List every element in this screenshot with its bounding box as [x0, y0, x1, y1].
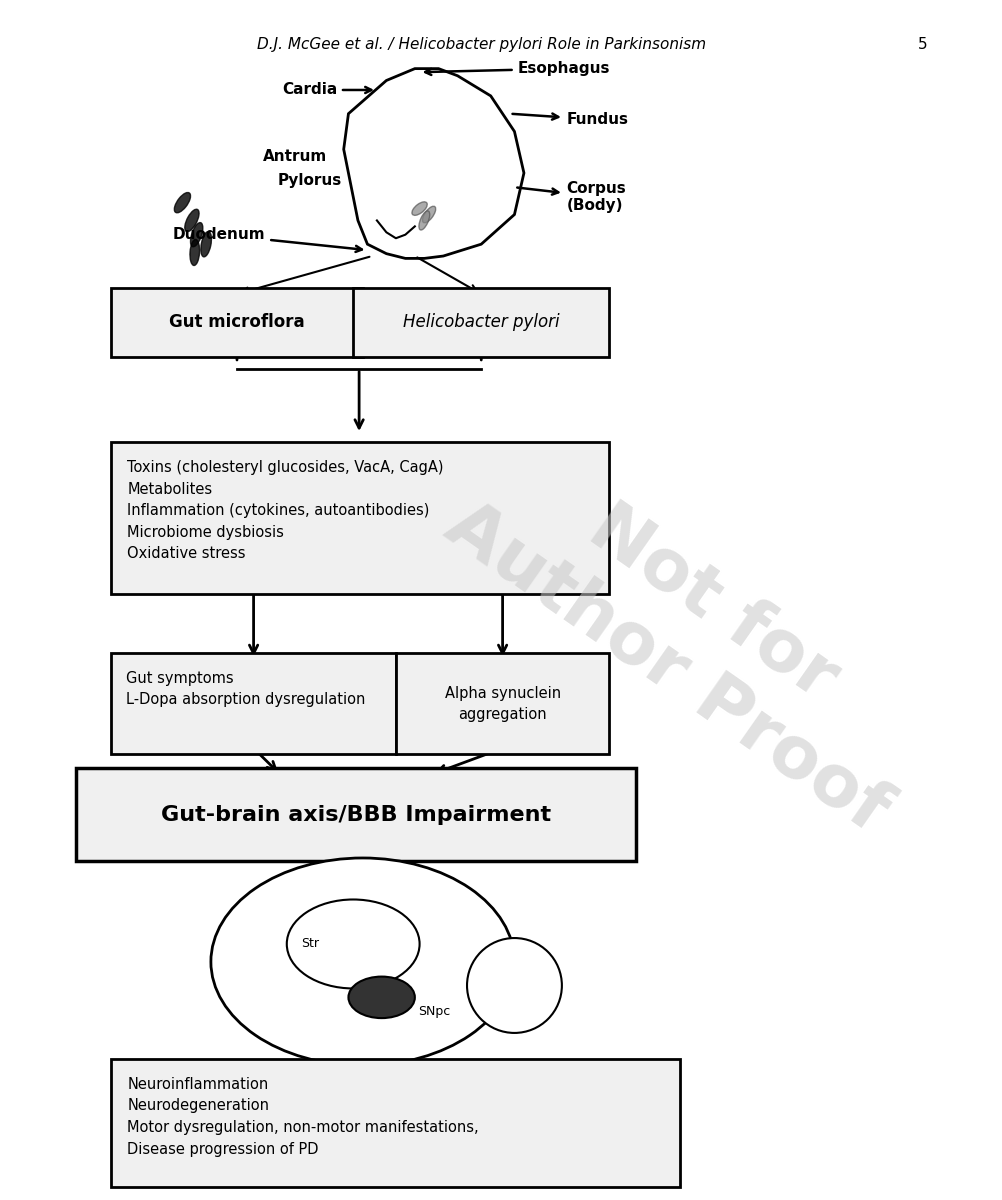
Text: Cardia: Cardia: [282, 83, 372, 97]
Text: Toxins (cholesteryl glucosides, VacA, CagA)
Metabolites
Inflammation (cytokines,: Toxins (cholesteryl glucosides, VacA, Ca…: [127, 460, 444, 562]
FancyBboxPatch shape: [111, 653, 396, 754]
FancyBboxPatch shape: [111, 1060, 680, 1187]
Text: 5: 5: [918, 36, 927, 52]
Text: Duodenum: Duodenum: [173, 227, 362, 252]
FancyBboxPatch shape: [76, 768, 636, 860]
FancyBboxPatch shape: [111, 288, 363, 356]
Text: Helicobacter pylori: Helicobacter pylori: [403, 313, 559, 331]
Text: Antrum: Antrum: [264, 149, 328, 164]
FancyBboxPatch shape: [111, 443, 609, 594]
Text: Esophagus: Esophagus: [425, 61, 610, 76]
PathPatch shape: [344, 68, 524, 258]
FancyBboxPatch shape: [353, 288, 609, 356]
Ellipse shape: [423, 206, 436, 223]
Ellipse shape: [190, 222, 202, 247]
FancyBboxPatch shape: [396, 653, 609, 754]
Ellipse shape: [174, 192, 190, 212]
Ellipse shape: [184, 209, 199, 232]
Text: SNpc: SNpc: [418, 1006, 450, 1018]
Text: D.J. McGee et al. / Helicobacter pylori Role in Parkinsonism: D.J. McGee et al. / Helicobacter pylori …: [257, 36, 705, 52]
Text: Gut microflora: Gut microflora: [169, 313, 305, 331]
Ellipse shape: [210, 858, 514, 1066]
Ellipse shape: [467, 938, 562, 1033]
Text: Fundus: Fundus: [512, 112, 628, 127]
Ellipse shape: [419, 211, 430, 230]
Ellipse shape: [412, 202, 427, 215]
Text: Gut symptoms
L-Dopa absorption dysregulation: Gut symptoms L-Dopa absorption dysregula…: [125, 671, 365, 707]
Text: Pylorus: Pylorus: [278, 173, 342, 187]
Text: Not for
Author Proof: Not for Author Proof: [433, 425, 947, 846]
Ellipse shape: [190, 240, 199, 265]
Ellipse shape: [349, 977, 415, 1018]
Ellipse shape: [200, 232, 211, 257]
Ellipse shape: [287, 900, 420, 989]
Text: Neuroinflammation
Neurodegeneration
Motor dysregulation, non-motor manifestation: Neuroinflammation Neurodegeneration Moto…: [127, 1076, 479, 1157]
Text: Gut-brain axis/BBB Impairment: Gut-brain axis/BBB Impairment: [161, 805, 551, 824]
Text: Str: Str: [302, 937, 320, 950]
Text: Alpha synuclein
aggregation: Alpha synuclein aggregation: [445, 685, 561, 721]
Text: Corpus
(Body): Corpus (Body): [517, 180, 626, 212]
